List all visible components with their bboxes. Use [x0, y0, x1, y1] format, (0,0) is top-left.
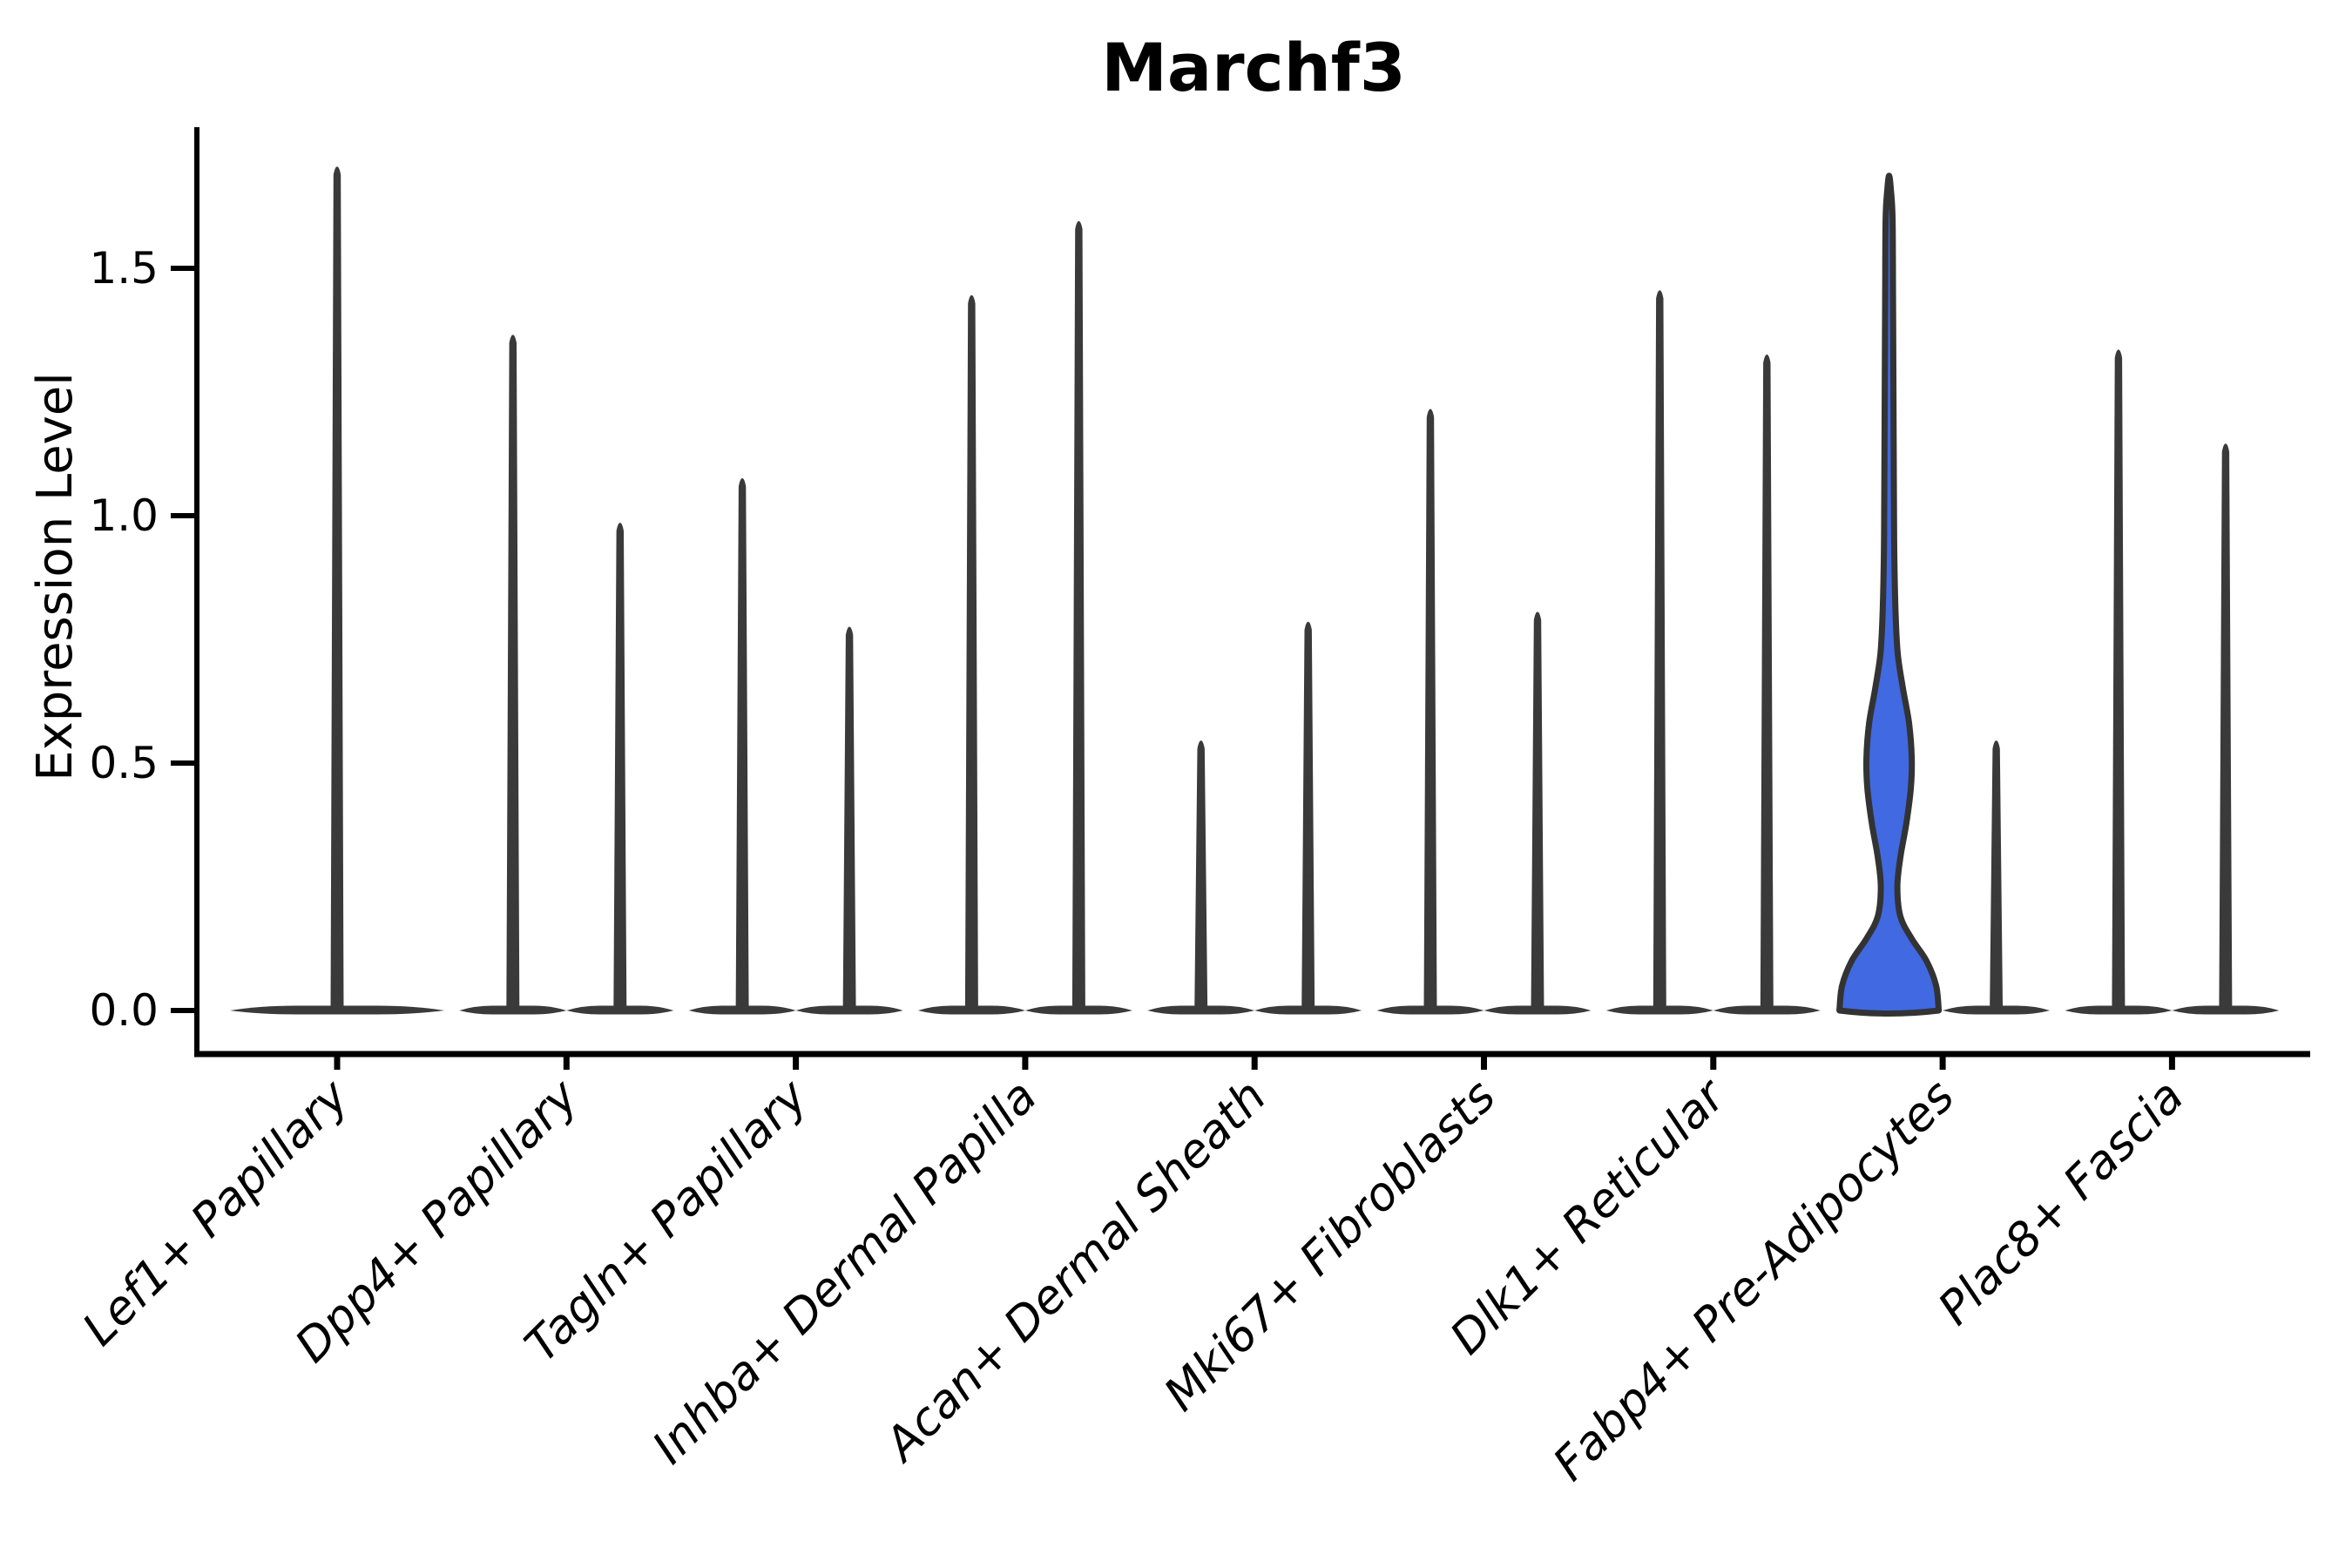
violin-max-spike — [330, 166, 344, 1013]
jitter-point — [2220, 840, 2230, 845]
violin-max-spike — [1301, 621, 1315, 1013]
jitter-point — [1303, 820, 1313, 825]
y-tick-label: 1.5 — [89, 243, 159, 294]
violin-max-spike — [1652, 290, 1666, 1013]
jitter-point — [1991, 864, 2001, 869]
jitter-point — [2113, 746, 2123, 751]
y-tick-label: 0.0 — [89, 985, 159, 1036]
violin-max-spike — [964, 294, 978, 1013]
violin-max-spike — [2219, 443, 2233, 1013]
jitter-point — [1303, 775, 1313, 781]
density-violin-body — [1836, 172, 1943, 1017]
violin-max-spike — [735, 478, 749, 1013]
y-tick-label: 1.0 — [89, 490, 159, 541]
jitter-point — [1991, 845, 2001, 850]
violin — [1836, 172, 1943, 1017]
violin-max-spike — [842, 626, 856, 1013]
violin-max-spike — [1071, 220, 1085, 1013]
violin — [2065, 349, 2173, 1015]
violin — [230, 166, 444, 1015]
y-axis-title: Expression Level — [27, 372, 84, 781]
violin-max-spike — [1531, 612, 1544, 1013]
y-axis-ticks: 0.0 0.5 1.0 1.5 — [89, 243, 197, 1036]
jitter-point — [2220, 884, 2230, 889]
violin-max-spike — [2112, 349, 2126, 1013]
y-tick-label: 0.5 — [89, 738, 159, 788]
violin — [1713, 355, 1821, 1015]
violin — [2172, 443, 2280, 1015]
violin — [795, 626, 903, 1015]
jitter-point — [1303, 875, 1313, 880]
violin-max-spike — [506, 335, 520, 1013]
violin-max-spike — [1423, 409, 1437, 1013]
violin — [917, 294, 1025, 1015]
violin-max-spike — [1194, 740, 1208, 1013]
violin — [1147, 740, 1255, 1015]
violin — [566, 523, 674, 1015]
violin — [459, 335, 567, 1015]
violin — [1376, 409, 1484, 1015]
violin-max-spike — [1990, 740, 2004, 1013]
violin-max-spike — [1760, 355, 1774, 1013]
violin-max-spike — [613, 523, 627, 1013]
violin — [1254, 621, 1362, 1015]
violin — [1484, 612, 1592, 1015]
violin — [1605, 290, 1713, 1015]
violins-layer — [230, 166, 2280, 1017]
violin — [688, 478, 796, 1015]
jitter-point — [1991, 899, 2001, 904]
violin — [1943, 740, 2051, 1015]
chart-title: Marchf3 — [1101, 29, 1406, 106]
jitter-point — [2113, 835, 2123, 840]
x-axis-ticks — [334, 1054, 2175, 1070]
violin — [1024, 220, 1132, 1015]
